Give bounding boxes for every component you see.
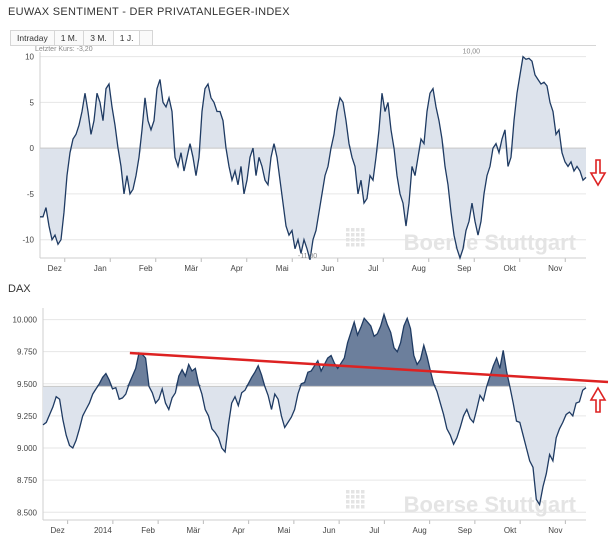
x-tick-label: Okt: [504, 264, 517, 273]
x-tick-label: Mai: [277, 526, 290, 535]
watermark-dot: [361, 233, 365, 237]
watermark-dot: [361, 500, 365, 504]
x-tick-label: Apr: [231, 264, 244, 273]
watermark-dot: [346, 228, 350, 232]
x-tick-label: Dez: [51, 526, 65, 535]
x-tick-label: Jun: [321, 264, 334, 273]
x-tick-label: Jul: [368, 264, 378, 273]
watermark-logo: Boerse Stuttgart: [404, 230, 577, 255]
watermark-dot: [356, 243, 360, 247]
y-tick-label: 10.000: [13, 316, 38, 325]
x-tick-label: Sep: [457, 264, 472, 273]
x-tick-label: Apr: [232, 526, 245, 535]
watermark-dot: [346, 238, 350, 242]
y-tick-label: -5: [27, 190, 35, 199]
area-above-baseline: [40, 56, 586, 149]
watermark-dot: [351, 500, 355, 504]
x-tick-label: Aug: [413, 526, 427, 535]
x-tick-label: Mai: [276, 264, 289, 273]
watermark-dot: [351, 233, 355, 237]
watermark-dot: [346, 505, 350, 509]
x-tick-label: Mär: [186, 526, 200, 535]
watermark-dot: [356, 500, 360, 504]
y-tick-label: 9.250: [17, 412, 38, 421]
watermark-dot: [346, 495, 350, 499]
x-tick-label: 2014: [94, 526, 112, 535]
watermark-dot: [351, 228, 355, 232]
y-tick-label: 0: [30, 144, 35, 153]
y-tick-label: 9.000: [17, 444, 38, 453]
peak-annotation: -11,00: [298, 253, 317, 260]
watermark-dot: [361, 490, 365, 494]
watermark-dot: [356, 233, 360, 237]
watermark-dot: [356, 228, 360, 232]
x-tick-label: Mär: [184, 264, 198, 273]
area-below-baseline: [40, 148, 586, 260]
x-tick-label: Feb: [139, 264, 153, 273]
watermark-dot: [351, 495, 355, 499]
y-tick-label: 8.500: [17, 508, 38, 517]
x-tick-label: Feb: [141, 526, 155, 535]
watermark-dot: [361, 228, 365, 232]
y-tick-label: 5: [30, 98, 35, 107]
page-title: EUWAX SENTIMENT - DER PRIVATANLEGER-INDE…: [8, 6, 290, 18]
watermark-dot: [356, 490, 360, 494]
watermark-dot: [356, 495, 360, 499]
peak-annotation: 10,00: [463, 49, 481, 56]
y-tick-label: 9.500: [17, 380, 38, 389]
watermark-dot: [351, 505, 355, 509]
watermark-dot: [361, 505, 365, 509]
watermark-dot: [351, 238, 355, 242]
series-line: [40, 55, 587, 261]
x-tick-label: Nov: [548, 264, 562, 273]
series-line: [42, 312, 587, 507]
x-tick-label: Nov: [548, 526, 562, 535]
area-below-baseline: [43, 386, 586, 505]
trend-line: [129, 351, 609, 384]
dax-chart-title: DAX: [8, 283, 31, 295]
watermark-dot: [346, 243, 350, 247]
x-tick-label: Jan: [94, 264, 107, 273]
area-above-baseline: [43, 314, 586, 387]
tabs-divider: [10, 45, 596, 46]
x-tick-label: Okt: [504, 526, 517, 535]
watermark-dot: [351, 243, 355, 247]
y-tick-label: 10: [25, 53, 34, 62]
sentiment-chart: 10 5 0 -5 -10 Dez Jan Feb Mär Apr Mai Jun Jul Aug Sep O…: [22, 46, 607, 273]
last-price-label: Letzter Kurs: -3,20: [35, 46, 93, 53]
x-tick-label: Jul: [369, 526, 379, 535]
x-tick-label: Dez: [48, 264, 62, 273]
watermark-dot: [346, 490, 350, 494]
y-tick-label: -10: [22, 236, 34, 245]
watermark-logo: Boerse Stuttgart: [404, 492, 577, 517]
x-tick-label: Jun: [323, 526, 336, 535]
up-arrow-icon: [589, 386, 607, 413]
watermark-dot: [346, 233, 350, 237]
down-arrow-icon: [589, 159, 607, 187]
watermark-dot: [356, 238, 360, 242]
y-tick-label: 9.750: [17, 348, 38, 357]
x-tick-label: Sep: [458, 526, 473, 535]
y-tick-label: 8.750: [17, 476, 38, 485]
dax-chart: 10.000 9.750 9.500 9.250 9.000 8.750 8.500 Dez 2…: [13, 308, 609, 535]
watermark-dot: [351, 490, 355, 494]
watermark-dot: [361, 243, 365, 247]
x-tick-label: Aug: [412, 264, 426, 273]
watermark-dot: [361, 238, 365, 242]
watermark-dot: [361, 495, 365, 499]
watermark-dot: [356, 505, 360, 509]
watermark-dot: [346, 500, 350, 504]
